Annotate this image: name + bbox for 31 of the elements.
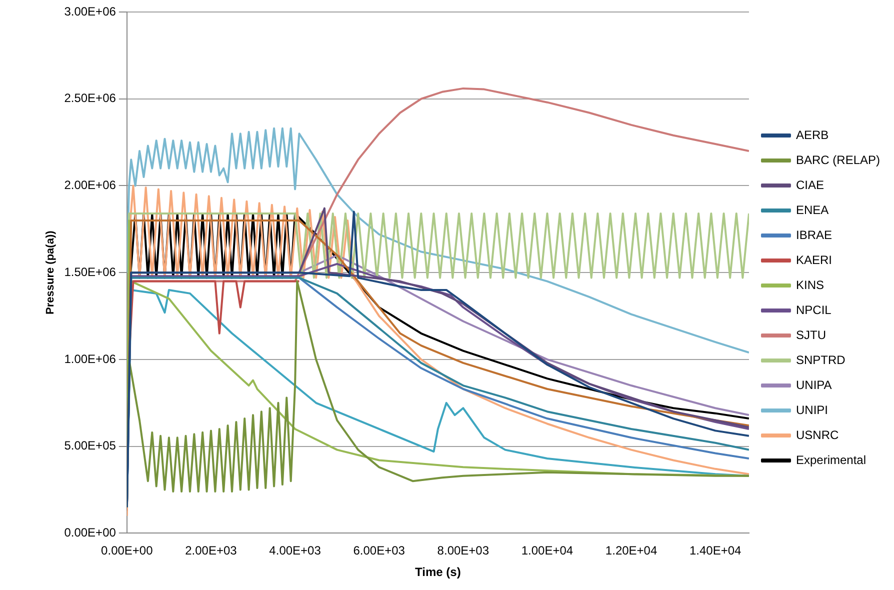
x-tick-label: 6.00E+03 (353, 544, 406, 558)
x-tick-label: 8.00E+03 (437, 544, 490, 558)
y-tick-label: 1.00E+06 (64, 352, 116, 366)
x-tick-label: 4.00E+03 (269, 544, 322, 558)
legend-label: SJTU (796, 328, 826, 342)
y-tick-label: 5.00E+05 (64, 438, 116, 453)
legend-label: USNRC (796, 428, 839, 442)
legend-label: BARC (RELAP) (796, 152, 880, 167)
x-tick-label: 1.20E+04 (605, 544, 658, 558)
legend-label: CIAE (796, 178, 824, 192)
legend-label: UNIPA (796, 378, 832, 392)
legend-label: KINS (796, 278, 824, 292)
x-tick-label: 1.40E+04 (690, 544, 742, 558)
legend-label: Experimental (796, 452, 866, 467)
x-axis-title: Time (s) (415, 565, 461, 580)
legend-label: ENEA (796, 202, 829, 217)
legend-label: KAERI (796, 252, 832, 267)
y-tick-label: 0.00E+00 (64, 526, 116, 540)
legend-label: UNIPI (796, 402, 828, 417)
x-tick-label: 0.00E+00 (101, 544, 154, 558)
x-tick-label: 2.00E+03 (185, 544, 238, 558)
x-tick-label: 1.00E+04 (521, 544, 574, 558)
legend-label: IBRAE (796, 228, 832, 242)
y-tick-label: 3.00E+06 (64, 4, 116, 18)
y-tick-label: 2.00E+06 (64, 178, 116, 192)
legend-label: AERB (796, 128, 829, 142)
y-tick-label: 2.50E+06 (64, 91, 116, 106)
legend-label: SNPTRD (796, 352, 846, 367)
y-tick-label: 1.50E+06 (64, 264, 116, 279)
legend-label: NPCIL (796, 302, 832, 317)
y-axis-title: Pressure (pa(a)) (44, 230, 57, 314)
